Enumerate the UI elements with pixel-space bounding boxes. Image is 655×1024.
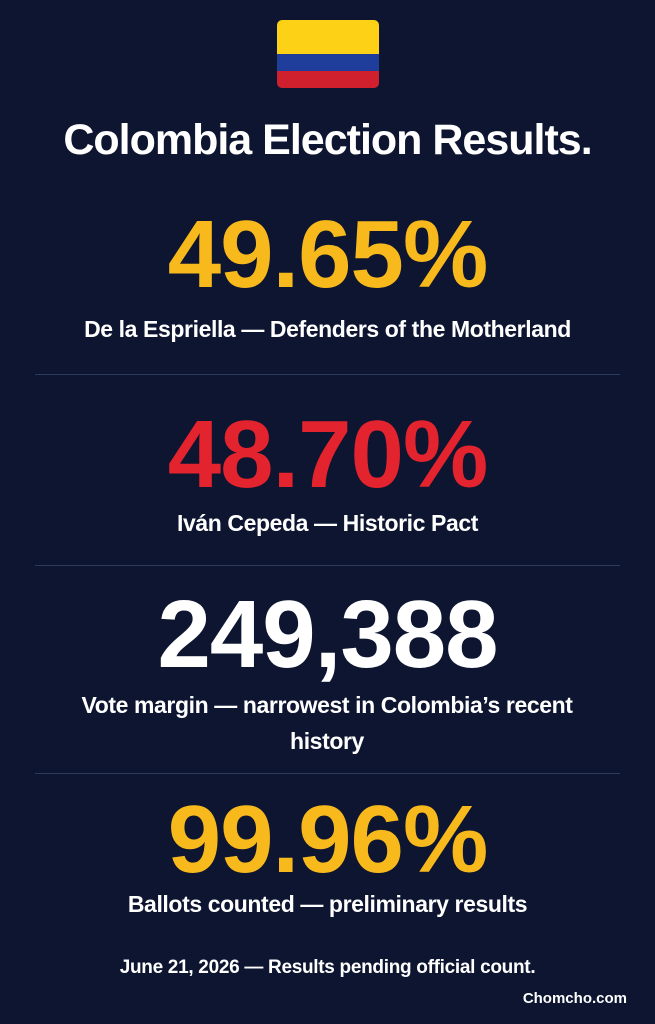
- divider: [35, 374, 620, 375]
- divider: [35, 773, 620, 774]
- stat-value: 48.70%: [167, 401, 489, 508]
- credit: Chomcho.com: [522, 990, 627, 1007]
- stat-label: Ballots counted — preliminary results: [127, 891, 528, 917]
- divider: [35, 565, 620, 566]
- stat-label: Vote margin — narrowest in Colombia’s re…: [81, 692, 573, 754]
- title: Colombia Election Results.: [63, 116, 592, 164]
- stat-label: De la Espriella — Defenders of the Mothe…: [84, 316, 571, 342]
- footer-note: June 21, 2026 — Results pending official…: [119, 957, 536, 978]
- stat-label: Iván Cepeda — Historic Pact: [176, 510, 479, 536]
- stat-value: 249,388: [157, 581, 498, 688]
- stat-value: 49.65%: [167, 201, 489, 308]
- colombia-flag: [277, 20, 379, 88]
- stat-value: 99.96%: [167, 786, 489, 893]
